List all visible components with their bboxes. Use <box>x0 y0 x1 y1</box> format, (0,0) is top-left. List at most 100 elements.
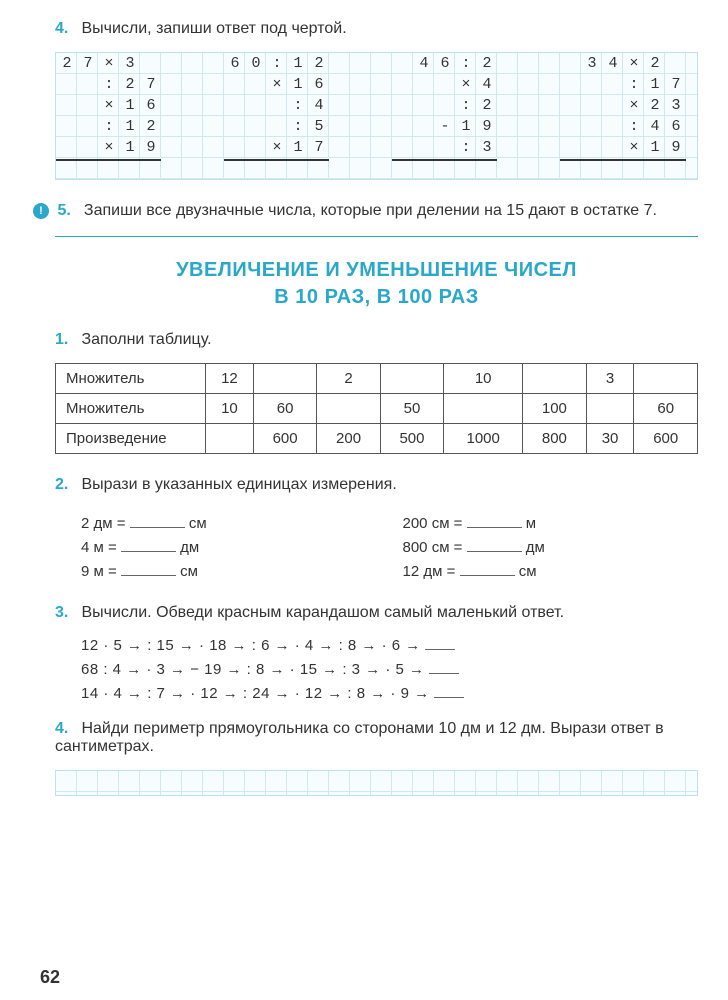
badge-icon: ! <box>33 203 49 219</box>
grid-cell: : <box>99 75 119 95</box>
section-line2: В 10 РАЗ, В 100 РАЗ <box>55 286 698 309</box>
grid-cell: 4 <box>309 96 329 116</box>
grid-cell: 1 <box>645 138 665 158</box>
grid-cell: 6 <box>225 54 245 74</box>
grid-cell: : <box>456 54 476 74</box>
multiplication-table: Множитель122103Множитель10605010060Произ… <box>55 363 698 454</box>
grid-cell: 4 <box>603 54 623 74</box>
underline <box>560 159 686 161</box>
grid-cell: 1 <box>288 138 308 158</box>
table-row: Множитель10605010060 <box>56 394 698 424</box>
underline <box>224 159 329 161</box>
grid-cell: × <box>99 54 119 74</box>
table-cell <box>523 364 586 394</box>
table-cell <box>206 424 254 454</box>
problem-number: 2. <box>55 476 77 494</box>
table-row: Множитель122103 <box>56 364 698 394</box>
underline <box>392 159 497 161</box>
row-label: Произведение <box>56 424 206 454</box>
table-cell: 10 <box>444 364 523 394</box>
problem-2: 2. Вырази в указанных единицах измерения… <box>55 476 698 494</box>
unit-expression: 9 м = см <box>81 562 377 580</box>
grid-cell: 2 <box>477 96 497 116</box>
grid-cell: × <box>624 138 644 158</box>
chain-line: 68 : 4 → · 3 → − 19 → : 8 → · 15 → : 3 →… <box>81 660 698 678</box>
problem-1: 1. Заполни таблицу. <box>55 331 698 349</box>
table-cell: 800 <box>523 424 586 454</box>
table-cell: 3 <box>586 364 634 394</box>
grid-cell: 9 <box>141 138 161 158</box>
row-label: Множитель <box>56 364 206 394</box>
problem-number: 5. <box>57 202 79 220</box>
grid-cell: : <box>624 117 644 137</box>
grid-cell: 4 <box>477 75 497 95</box>
unit-expression: 4 м = дм <box>81 538 377 556</box>
unit-expression: 12 дм = см <box>403 562 699 580</box>
grid-cell: 5 <box>309 117 329 137</box>
grid-cell: : <box>456 138 476 158</box>
problem-text: Найди периметр прямоугольника со сторона… <box>55 720 664 755</box>
table-cell: 30 <box>586 424 634 454</box>
grid-cell: 9 <box>477 117 497 137</box>
table-cell: 1000 <box>444 424 523 454</box>
table-cell: 500 <box>380 424 443 454</box>
chain-line: 14 · 4 → : 7 → · 12 → : 24 → · 12 → : 8 … <box>81 684 698 702</box>
table-cell: 50 <box>380 394 443 424</box>
problem-text: Вычисли. Обведи красным карандашом самый… <box>81 604 564 621</box>
table-cell <box>634 364 698 394</box>
grid-cell: 4 <box>645 117 665 137</box>
grid-cell: 1 <box>120 96 140 116</box>
grid-cell: 6 <box>141 96 161 116</box>
problem-4: 4. Вычисли, запиши ответ под чертой. <box>55 20 698 38</box>
grid-cell: × <box>624 96 644 116</box>
problem-number: 3. <box>55 604 77 622</box>
grid-cell: 1 <box>456 117 476 137</box>
table-cell <box>380 364 443 394</box>
problem-text: Вычисли, запиши ответ под чертой. <box>81 20 346 37</box>
grid-cell: 3 <box>477 138 497 158</box>
problem-text: Заполни таблицу. <box>81 331 211 348</box>
problem-4b: 4. Найди периметр прямоугольника со стор… <box>55 720 698 756</box>
unit-expression: 800 см = дм <box>403 538 699 556</box>
grid-cell: : <box>267 54 287 74</box>
grid-cell: 3 <box>666 96 686 116</box>
grid-cell: 1 <box>120 117 140 137</box>
table-cell <box>317 394 380 424</box>
grid-cell: × <box>267 138 287 158</box>
grid-cell: 6 <box>666 117 686 137</box>
section-line1: УВЕЛИЧЕНИЕ И УМЕНЬШЕНИЕ ЧИСЕЛ <box>55 259 698 282</box>
calculation-chains: 12 · 5 → : 15 → · 18 → : 6 → · 4 → : 8 →… <box>55 636 698 702</box>
grid-cell: 2 <box>120 75 140 95</box>
unit-expression: 2 дм = см <box>81 514 377 532</box>
grid-cell: 7 <box>666 75 686 95</box>
grid-cell: : <box>288 117 308 137</box>
problem-text: Вырази в указанных единицах измерения. <box>81 476 396 493</box>
grid-cell: : <box>456 96 476 116</box>
divider <box>55 236 698 237</box>
grid-cell: 7 <box>141 75 161 95</box>
row-label: Множитель <box>56 394 206 424</box>
grid-cell: - <box>435 117 455 137</box>
table-cell: 60 <box>634 394 698 424</box>
table-cell: 100 <box>523 394 586 424</box>
table-cell: 600 <box>253 424 316 454</box>
table-cell <box>586 394 634 424</box>
section-title: УВЕЛИЧЕНИЕ И УМЕНЬШЕНИЕ ЧИСЕЛ В 10 РАЗ, … <box>55 259 698 309</box>
unit-expression: 200 см = м <box>403 514 699 532</box>
table-cell: 10 <box>206 394 254 424</box>
grid-cell: 9 <box>666 138 686 158</box>
calculation-grid: 27×3:27×16:12×1960:12×16:4:5×1746:2×4:2-… <box>55 52 698 180</box>
table-cell <box>253 364 316 394</box>
grid-cell: 2 <box>645 96 665 116</box>
grid-cell: 3 <box>582 54 602 74</box>
grid-cell: × <box>99 138 119 158</box>
grid-cell: 3 <box>120 54 140 74</box>
answer-grid <box>55 770 698 796</box>
grid-cell: : <box>99 117 119 137</box>
grid-cell: 6 <box>435 54 455 74</box>
underline <box>56 159 161 161</box>
units-right: 200 см = м 800 см = дм 12 дм = см <box>377 508 699 586</box>
grid-cell: 2 <box>57 54 77 74</box>
table-cell <box>444 394 523 424</box>
table-row: Произведение600200500100080030600 <box>56 424 698 454</box>
